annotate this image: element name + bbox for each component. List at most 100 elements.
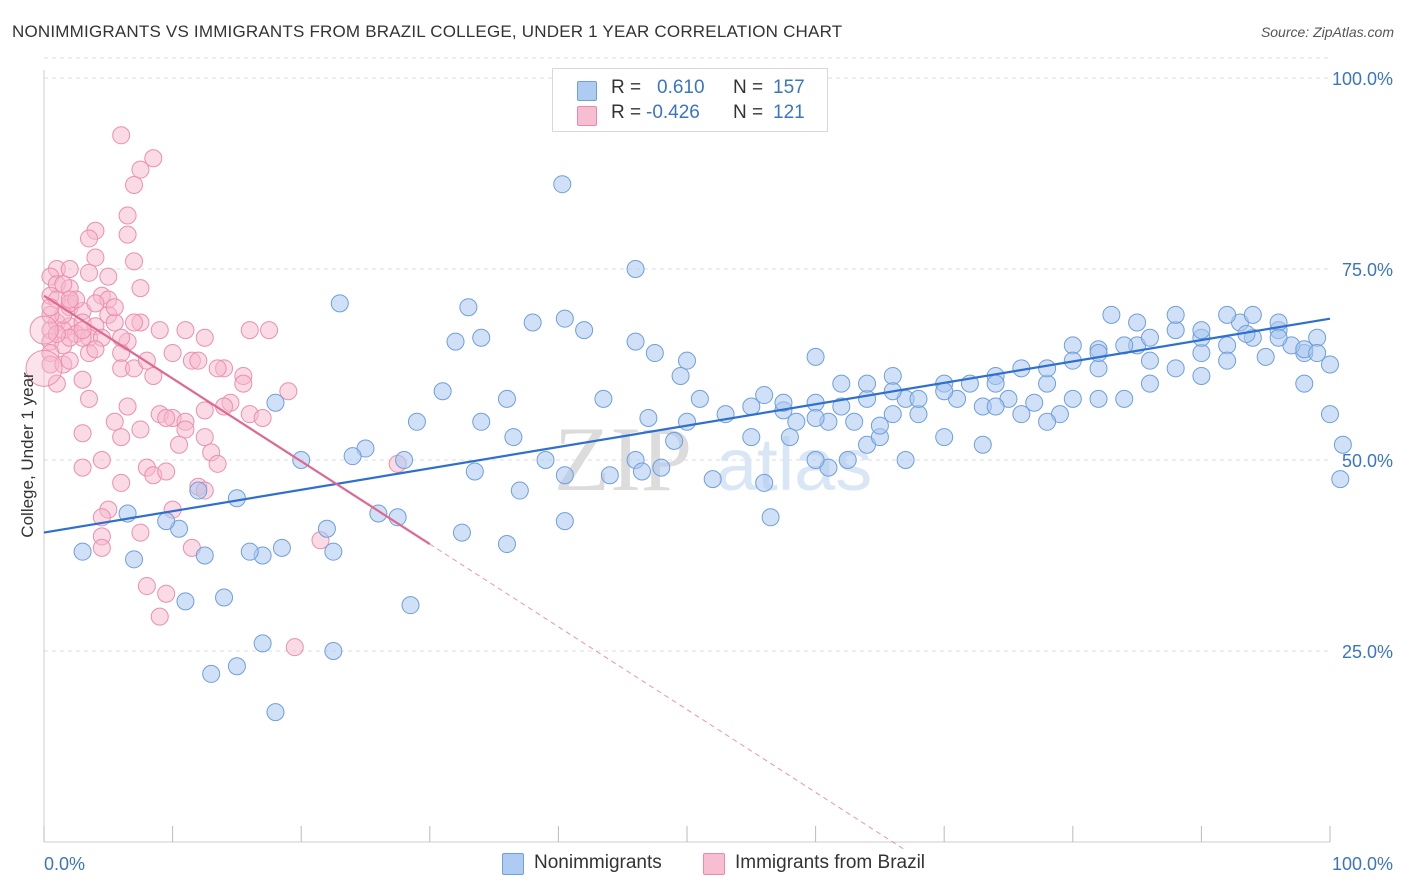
blue-point <box>1038 374 1057 393</box>
pink-point <box>112 328 131 347</box>
blue-point <box>1308 344 1327 363</box>
blue-point <box>896 451 915 469</box>
legend-n-value: 121 <box>773 102 805 123</box>
blue-point <box>553 175 572 194</box>
blue-point <box>575 321 594 340</box>
blue-point <box>330 294 349 313</box>
blue-point <box>1089 389 1108 408</box>
bottom-legend-label: Nonimmigrants <box>534 852 662 873</box>
blue-point <box>1038 359 1057 378</box>
blue-point <box>1140 351 1159 370</box>
blue-point <box>1102 305 1121 324</box>
pink-point <box>157 408 176 427</box>
pink-point <box>176 321 195 340</box>
tick-labels: 25.0% 50.0% 75.0% 100.0% 0.0% 100.0% <box>44 69 1393 874</box>
blue-point <box>215 588 234 607</box>
legend-n-value: 157 <box>773 77 805 98</box>
pink-point <box>73 370 92 389</box>
blue-point <box>125 550 144 569</box>
pink-point-large <box>25 349 63 387</box>
blue-point <box>755 386 774 405</box>
blue-point <box>665 431 684 450</box>
pink-point <box>105 313 124 332</box>
blue-point <box>690 389 709 408</box>
x-tick-label: 0.0% <box>44 854 85 874</box>
blue-point <box>678 351 696 370</box>
blue-point <box>472 412 491 431</box>
pink-point <box>54 275 73 294</box>
y-axis-label: College, Under 1 year <box>18 372 37 538</box>
legend-swatch-pink <box>577 106 597 126</box>
pink-point <box>86 248 105 267</box>
legend-r-value: 0.610 <box>657 77 705 98</box>
pink-point <box>60 290 79 309</box>
trend-line-brazil <box>43 294 431 545</box>
blue-point <box>1269 328 1288 347</box>
blue-point <box>1218 305 1237 324</box>
pink-point <box>131 420 150 439</box>
pink-point <box>112 428 131 447</box>
blue-point <box>883 405 902 424</box>
blue-point <box>774 393 793 412</box>
pink-point <box>163 344 182 363</box>
axes <box>43 70 1331 843</box>
blue-point <box>1218 336 1237 355</box>
blue-point <box>1192 321 1211 340</box>
blue-point <box>497 535 516 554</box>
blue-point <box>632 462 651 481</box>
blue-point <box>157 512 176 531</box>
blue-point <box>1243 305 1262 324</box>
pink-point-large <box>29 315 59 345</box>
blue-point <box>973 435 992 454</box>
blue-point <box>1012 405 1031 424</box>
blue-point <box>832 374 851 393</box>
pink-point <box>118 397 137 416</box>
blue-point <box>1321 405 1339 424</box>
blue-point <box>986 397 1005 416</box>
blue-point <box>1256 347 1275 366</box>
blue-point <box>1166 321 1185 340</box>
pink-point <box>144 366 163 385</box>
blue-point <box>555 309 574 328</box>
blue-point <box>806 408 825 427</box>
blue-point <box>600 466 619 485</box>
pink-point <box>176 420 195 439</box>
pink-point <box>86 294 105 313</box>
blue-point <box>555 512 574 531</box>
pink-point <box>131 160 150 179</box>
pink-point <box>240 321 259 340</box>
blue-point <box>870 416 889 435</box>
pink-point <box>260 321 279 340</box>
pink-point <box>92 538 111 557</box>
blue-point <box>1025 393 1044 412</box>
blue-point <box>446 332 465 351</box>
pink-point <box>150 321 169 340</box>
blue-point <box>1128 313 1147 332</box>
pink-point <box>157 462 176 481</box>
blue-point <box>594 389 613 408</box>
blue-point <box>266 393 285 412</box>
blue-point <box>433 382 452 401</box>
legend-n-label: N = <box>733 77 764 98</box>
blue-point <box>536 451 555 469</box>
blue-point <box>639 408 658 427</box>
stats-legend: R = 0.610 N = 157 R = -0.426 N = 121 <box>552 68 828 132</box>
blue-point <box>1038 412 1057 431</box>
blue-point <box>227 489 246 508</box>
watermark-zip: ZIP <box>554 408 692 510</box>
pink-point <box>73 424 92 443</box>
pink-point <box>125 252 144 271</box>
pink-point <box>279 382 298 401</box>
blue-point <box>845 412 864 431</box>
pink-point <box>131 523 150 542</box>
pink-point <box>105 412 124 431</box>
pink-point <box>131 279 150 298</box>
y-tick-label: 50.0% <box>1342 451 1393 471</box>
pink-point <box>195 428 214 447</box>
blue-point <box>240 542 259 561</box>
blue-point <box>671 366 690 385</box>
pink-point <box>105 298 124 317</box>
legend-r-label: R = <box>611 102 642 123</box>
pink-point <box>170 435 189 454</box>
pink-point <box>125 313 144 332</box>
